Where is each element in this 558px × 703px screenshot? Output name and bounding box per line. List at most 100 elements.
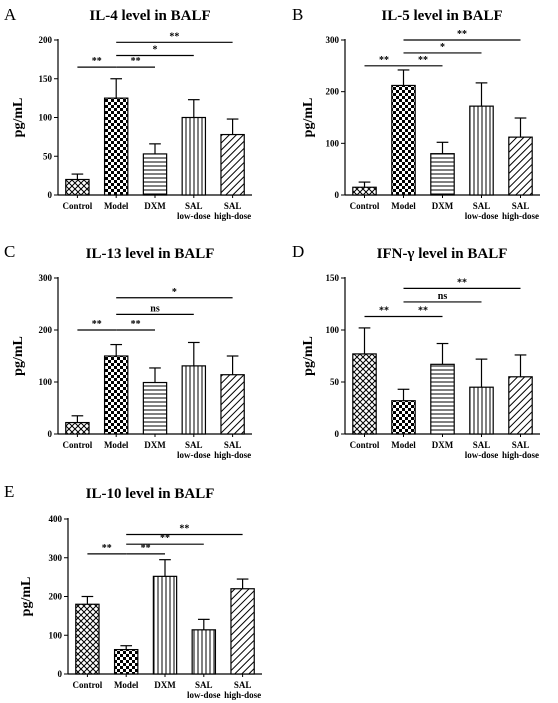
category-label: SAL <box>224 201 242 211</box>
y-axis-label: pg/mL <box>11 98 26 138</box>
significance-label: ** <box>92 56 102 67</box>
panel-title: IFN-γ level in BALF <box>377 246 508 262</box>
y-tick-label: 200 <box>39 35 53 45</box>
category-label: DXM <box>432 201 454 211</box>
panel-letter: A <box>4 5 17 24</box>
significance-label: * <box>172 287 177 298</box>
significance-label: ** <box>102 543 112 554</box>
bar <box>142 381 168 435</box>
category-label: DXM <box>432 440 454 450</box>
y-tick-label: 100 <box>39 377 53 387</box>
significance-label: ns <box>150 303 160 314</box>
category-label: SAL <box>512 440 530 450</box>
bar <box>142 153 168 196</box>
panel-b: B IL-5 level in BALF pg/mL 0 100 200 300 Contro… <box>292 5 540 221</box>
bar <box>352 353 377 435</box>
y-tick-label: 100 <box>326 325 340 335</box>
y-tick-label: 150 <box>39 74 53 84</box>
bar <box>430 153 455 196</box>
bar <box>430 363 455 435</box>
significance-label: ** <box>418 55 428 66</box>
bar <box>65 421 90 435</box>
y-axis-label: pg/mL <box>301 98 316 138</box>
bar <box>508 376 533 435</box>
y-tick-label: 100 <box>326 138 340 148</box>
category-label: high-dose <box>224 690 261 700</box>
y-axis-label: pg/mL <box>11 336 26 376</box>
category-label: SAL <box>224 440 242 450</box>
category-label: high-dose <box>502 211 539 221</box>
bar <box>103 97 129 196</box>
category-label: SAL <box>185 201 203 211</box>
significance-label: ** <box>131 56 141 67</box>
significance-label: ** <box>457 277 467 288</box>
y-tick-label: 300 <box>39 273 53 283</box>
panel-letter: D <box>292 242 304 261</box>
bar <box>352 186 377 196</box>
category-label: Model <box>391 440 416 450</box>
panel-title: IL-10 level in BALF <box>86 486 215 502</box>
significance-label: * <box>440 42 445 53</box>
panel-a: A IL-4 level in BALF pg/mL 0 50 100 150 200 Cont… <box>4 5 252 221</box>
category-label: low-dose <box>465 450 499 460</box>
significance-label: ** <box>169 31 179 42</box>
bar <box>152 575 178 675</box>
significance-label: * <box>153 45 158 56</box>
y-tick-label: 300 <box>326 35 340 45</box>
category-label: Model <box>104 201 129 211</box>
panel-e: E IL-10 level in BALF pg/mL 0 100 200 300 400 Co… <box>4 482 262 700</box>
category-label: SAL <box>473 440 491 450</box>
category-label: Model <box>391 201 416 211</box>
panel-title: IL-4 level in BALF <box>89 8 210 24</box>
panel-letter: B <box>292 5 303 24</box>
significance-label: ** <box>457 29 467 40</box>
bar <box>391 84 416 196</box>
category-label: Model <box>114 680 139 690</box>
significance-label: ** <box>160 533 170 544</box>
bar <box>103 355 129 435</box>
significance-label: ** <box>379 305 389 316</box>
category-label: SAL <box>512 201 530 211</box>
bar <box>220 133 245 196</box>
y-tick-label: 100 <box>39 113 53 123</box>
category-label: high-dose <box>214 450 251 460</box>
category-label: low-dose <box>177 450 211 460</box>
y-tick-label: 0 <box>48 429 53 439</box>
y-tick-label: 150 <box>326 273 340 283</box>
y-tick-label: 100 <box>49 630 63 640</box>
category-label: Control <box>72 680 102 690</box>
panel-title: IL-13 level in BALF <box>86 246 215 262</box>
category-label: SAL <box>234 680 252 690</box>
bar <box>65 178 90 196</box>
category-label: low-dose <box>187 690 221 700</box>
panel-c: C IL-13 level in BALF pg/mL 0 100 200 300 Contr… <box>4 242 252 460</box>
bar <box>75 603 100 675</box>
category-label: Control <box>62 440 92 450</box>
category-label: SAL <box>473 201 491 211</box>
y-tick-label: 50 <box>43 151 53 161</box>
category-label: high-dose <box>502 450 539 460</box>
category-label: high-dose <box>214 211 251 221</box>
bar <box>230 588 255 675</box>
bar <box>391 400 416 435</box>
panel-d: D IFN-γ level in BALF pg/mL 0 50 100 150 Contro… <box>292 242 540 460</box>
bar <box>220 374 245 435</box>
y-tick-label: 200 <box>39 325 53 335</box>
panel-letter: C <box>4 242 15 261</box>
y-axis-label: pg/mL <box>301 336 316 376</box>
bar <box>181 116 207 196</box>
bar <box>113 648 139 675</box>
bar <box>469 105 494 196</box>
y-tick-label: 300 <box>49 553 63 563</box>
panel-letter: E <box>4 482 14 501</box>
significance-label: ** <box>418 305 428 316</box>
bar <box>181 365 207 435</box>
y-tick-label: 200 <box>326 87 340 97</box>
y-axis-label: pg/mL <box>19 577 34 617</box>
y-tick-label: 0 <box>48 190 53 200</box>
significance-label: ** <box>379 55 389 66</box>
significance-label: ** <box>179 524 189 535</box>
significance-label: ** <box>131 319 141 330</box>
y-tick-label: 0 <box>335 190 340 200</box>
